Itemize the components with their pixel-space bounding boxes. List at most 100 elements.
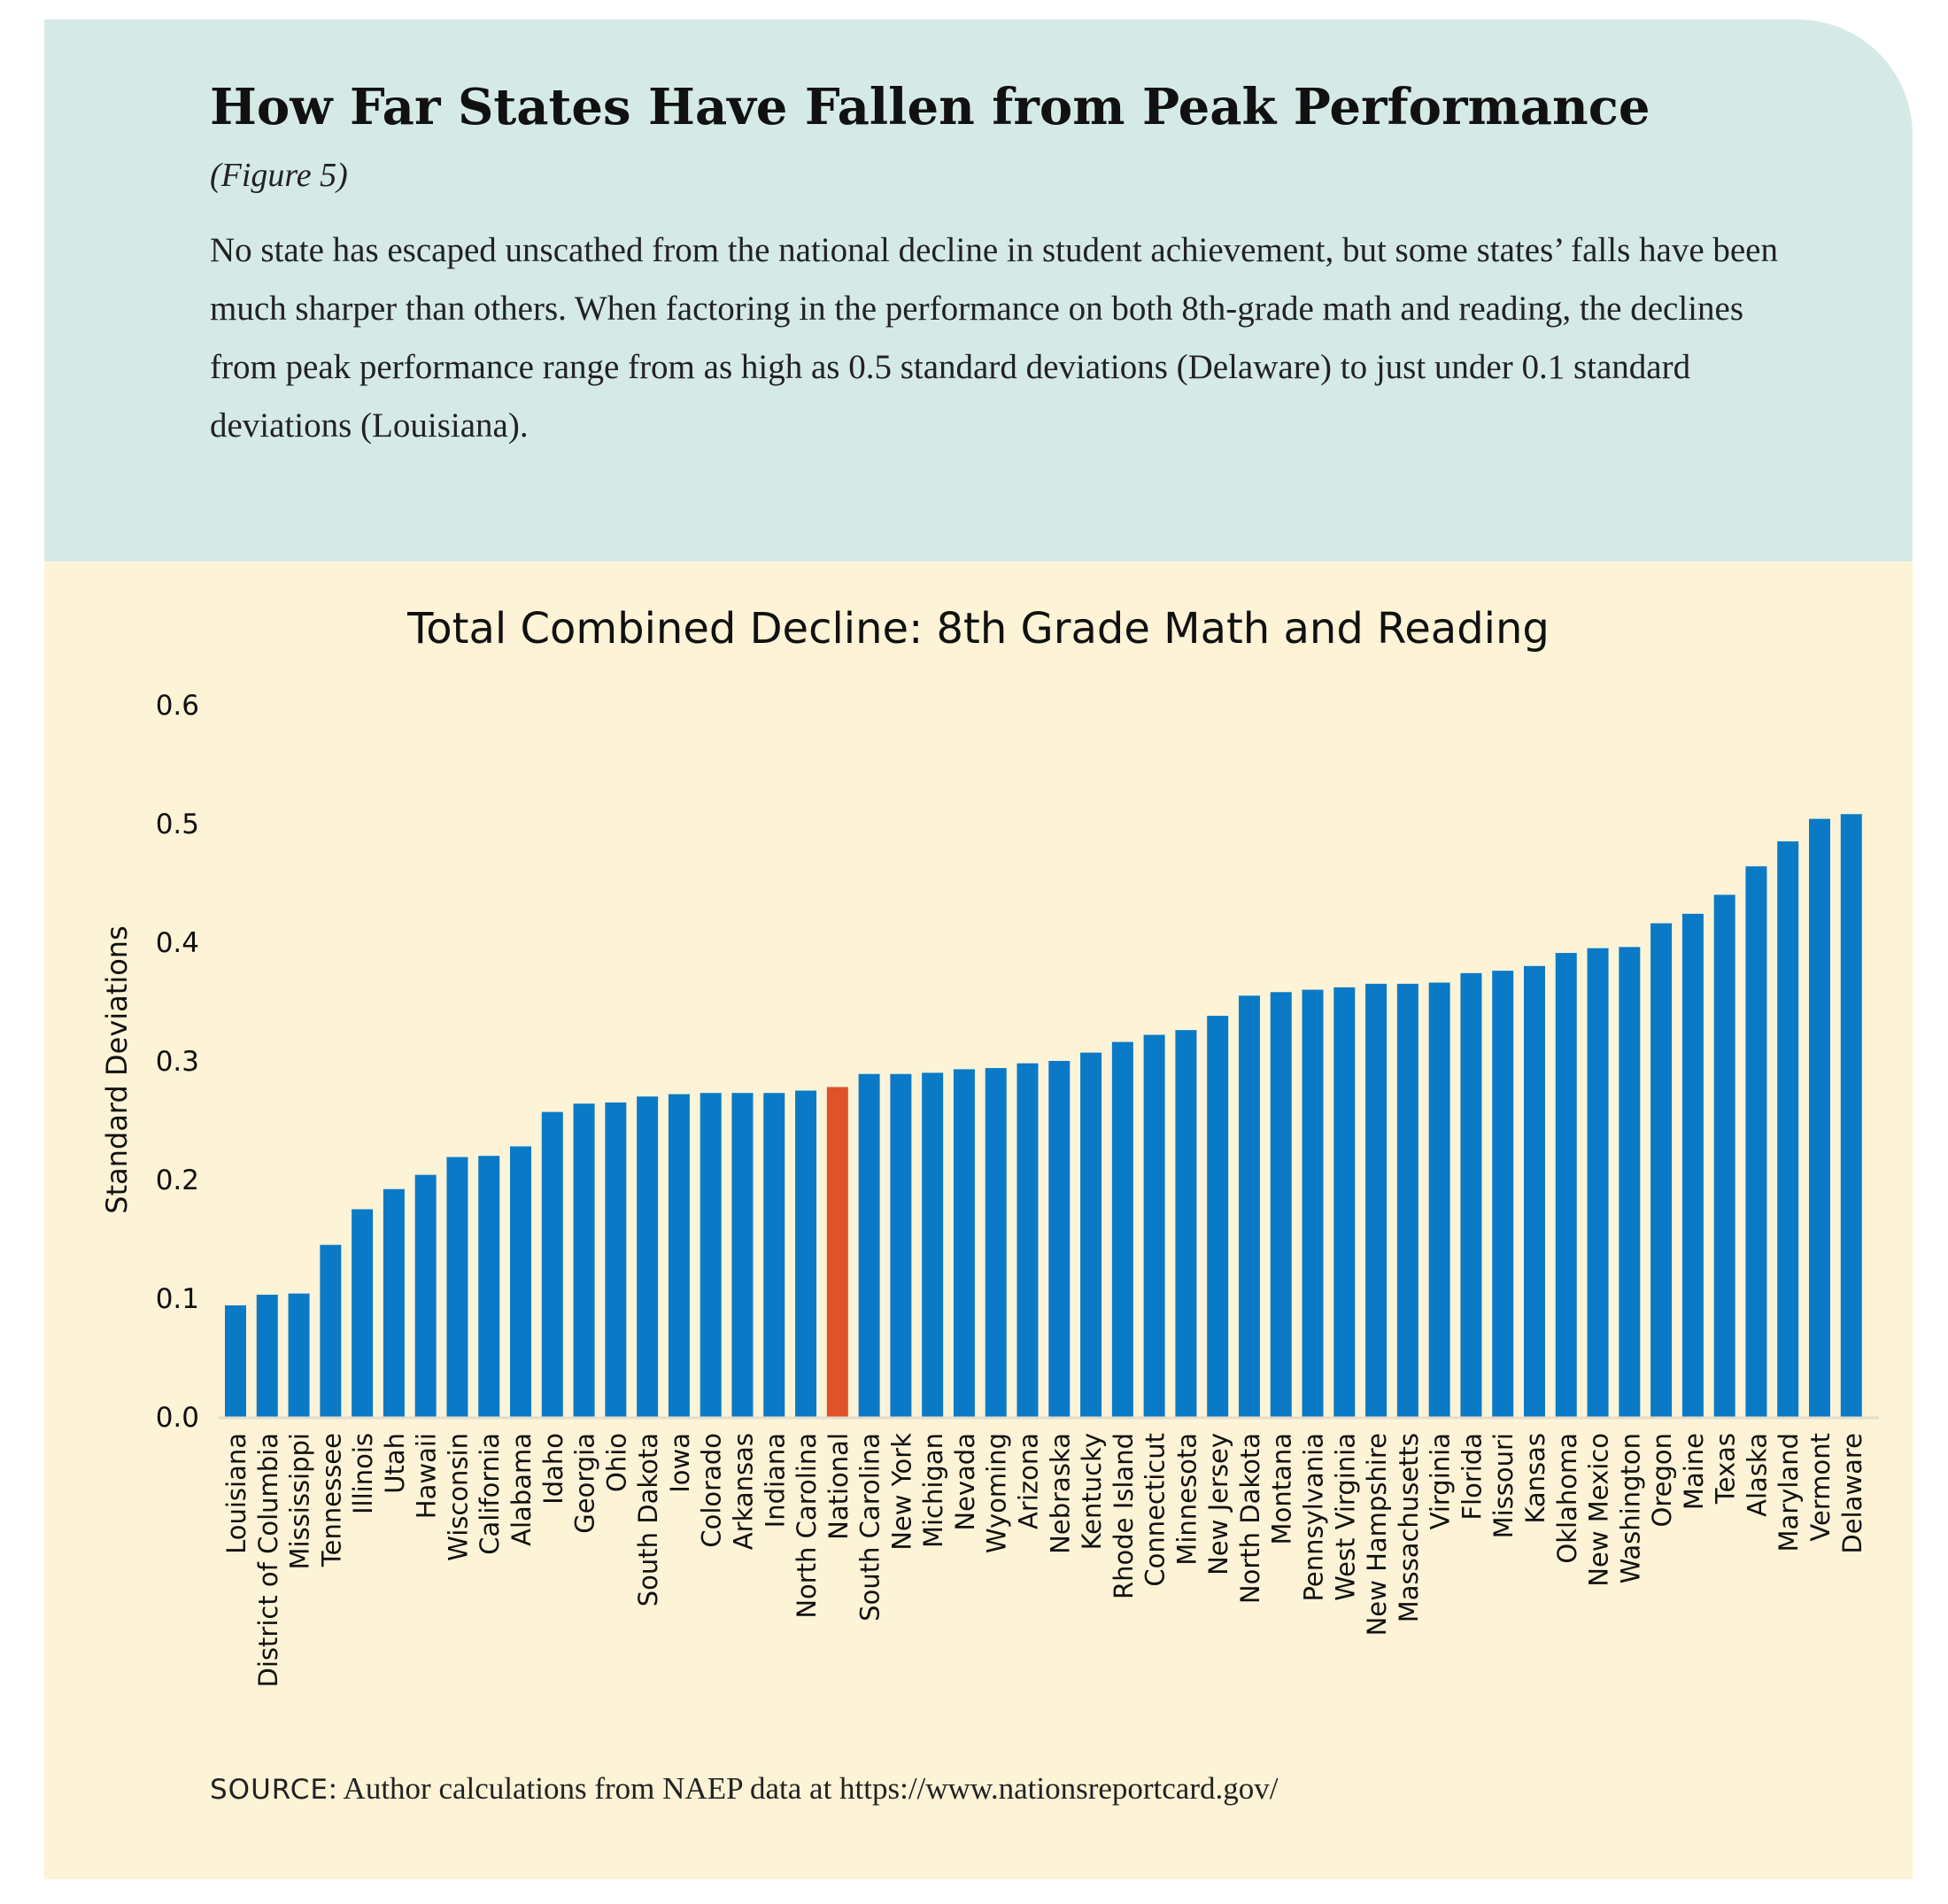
x-tick-label: Colorado <box>697 1433 727 1548</box>
bar <box>1143 1034 1165 1417</box>
x-tick-label: Kansas <box>1520 1433 1550 1524</box>
x-tick-label: Nevada <box>950 1433 980 1531</box>
x-tick-label: Rhode Island <box>1109 1433 1139 1599</box>
chart-title: Total Combined Decline: 8th Grade Math a… <box>407 604 1550 654</box>
bar <box>320 1244 342 1417</box>
bar <box>446 1157 468 1417</box>
x-tick-label: Utah <box>380 1433 410 1494</box>
bar <box>1460 972 1482 1417</box>
figure-card: How Far States Have Fallen from Peak Per… <box>44 19 1913 1879</box>
y-tick-label: 0.2 <box>156 1165 199 1196</box>
bar <box>637 1096 659 1417</box>
bar <box>414 1174 437 1417</box>
figure-title: How Far States Have Fallen from Peak Per… <box>210 78 1650 136</box>
bar <box>1017 1063 1039 1417</box>
bar <box>573 1103 595 1417</box>
x-tick-label: Vermont <box>1805 1433 1836 1542</box>
x-tick-label: Idaho <box>538 1433 568 1505</box>
x-tick-label: Louisiana <box>221 1433 251 1554</box>
x-tick-label: Maine <box>1679 1433 1709 1510</box>
source-label: SOURCE <box>210 1774 329 1806</box>
bar <box>700 1093 722 1417</box>
x-tick-label: New Jersey <box>1203 1433 1233 1575</box>
x-tick-label: Missouri <box>1488 1433 1519 1538</box>
y-tick-label: 0.0 <box>156 1402 199 1434</box>
x-tick-label: New York <box>886 1433 916 1551</box>
bar <box>1111 1041 1133 1417</box>
bar <box>1270 992 1292 1417</box>
x-tick-label: Montana <box>1267 1433 1297 1544</box>
bar <box>1777 841 1799 1417</box>
bar <box>795 1090 817 1417</box>
y-tick-label: 0.4 <box>156 927 199 959</box>
bar <box>763 1093 785 1417</box>
bar <box>1048 1061 1071 1417</box>
y-tick-label: 0.3 <box>156 1046 199 1078</box>
x-tick-label: Georgia <box>570 1433 600 1534</box>
bar <box>256 1294 278 1417</box>
bar <box>1207 1016 1229 1417</box>
x-tick-label: West Virginia <box>1330 1433 1360 1601</box>
bar <box>478 1156 500 1417</box>
x-tick-label: Florida <box>1457 1433 1487 1521</box>
bar <box>1840 814 1862 1417</box>
x-tick-label: South Carolina <box>855 1433 885 1621</box>
x-tick-label: Texas <box>1711 1433 1741 1505</box>
bar <box>1555 953 1577 1417</box>
bar <box>858 1073 880 1417</box>
bar-chart: 0.0 0.1 0.2 0.3 0.4 0.5 0.6 Standard Deviations… <box>100 690 1879 1687</box>
x-tick-label: Massachusetts <box>1394 1433 1424 1622</box>
x-tick-label: Arizona <box>1014 1433 1044 1529</box>
x-tick-label: National <box>823 1433 854 1540</box>
bar <box>510 1146 532 1417</box>
figure-description: No state has escaped unscathed from the … <box>210 231 1778 445</box>
y-tick-label: 0.1 <box>156 1283 199 1315</box>
x-tick-label: Iowa <box>665 1433 695 1493</box>
bar-national <box>826 1087 848 1417</box>
bar <box>1492 971 1514 1417</box>
bar <box>1333 987 1356 1417</box>
bar <box>352 1209 374 1417</box>
x-tick-label: California <box>475 1433 505 1555</box>
bar <box>383 1188 405 1417</box>
x-tick-label: Hawaii <box>412 1433 442 1519</box>
y-axis-label: Standard Deviations <box>100 925 134 1213</box>
x-tick-label: Maryland <box>1774 1433 1804 1552</box>
x-tick-label: North Carolina <box>792 1433 822 1619</box>
bar <box>731 1093 754 1417</box>
x-tick-label: Illinois <box>348 1433 378 1514</box>
x-tick-label: Wisconsin <box>443 1433 473 1561</box>
bar <box>1619 947 1641 1417</box>
bar <box>1238 995 1260 1417</box>
source-text: : Author calculations from NAEP data at … <box>329 1771 1279 1806</box>
bar <box>1713 894 1735 1417</box>
header-panel: How Far States Have Fallen from Peak Per… <box>44 19 1913 561</box>
x-tick-label: Michigan <box>918 1433 948 1548</box>
bar <box>1745 866 1767 1417</box>
bar <box>605 1102 627 1417</box>
x-tick-label: Ohio <box>601 1433 631 1492</box>
bar <box>1523 965 1545 1417</box>
bar <box>1365 983 1388 1417</box>
bar <box>1080 1052 1102 1417</box>
bar <box>1302 989 1324 1417</box>
x-tick-label: Mississippi <box>285 1433 315 1570</box>
bar <box>985 1068 1007 1417</box>
x-tick-label: District of Columbia <box>253 1433 283 1687</box>
x-tick-label: Tennessee <box>316 1433 346 1567</box>
bar <box>541 1111 563 1417</box>
bar <box>668 1094 690 1417</box>
x-tick-label: Oregon <box>1647 1433 1677 1527</box>
bar <box>1428 982 1450 1417</box>
y-tick-label: 0.6 <box>156 690 199 722</box>
x-tick-label: Wyoming <box>982 1433 1012 1553</box>
bar <box>1681 913 1704 1417</box>
bar <box>1396 983 1418 1417</box>
bar <box>288 1293 310 1417</box>
x-tick-label: Connecticut <box>1140 1433 1171 1587</box>
x-tick-label: Kentucky <box>1077 1433 1107 1550</box>
bar <box>225 1305 246 1417</box>
x-tick-label: Alaska <box>1742 1433 1772 1517</box>
x-tick-label: Minnesota <box>1171 1433 1202 1566</box>
x-tick-label: Pennsylvania <box>1299 1433 1329 1602</box>
